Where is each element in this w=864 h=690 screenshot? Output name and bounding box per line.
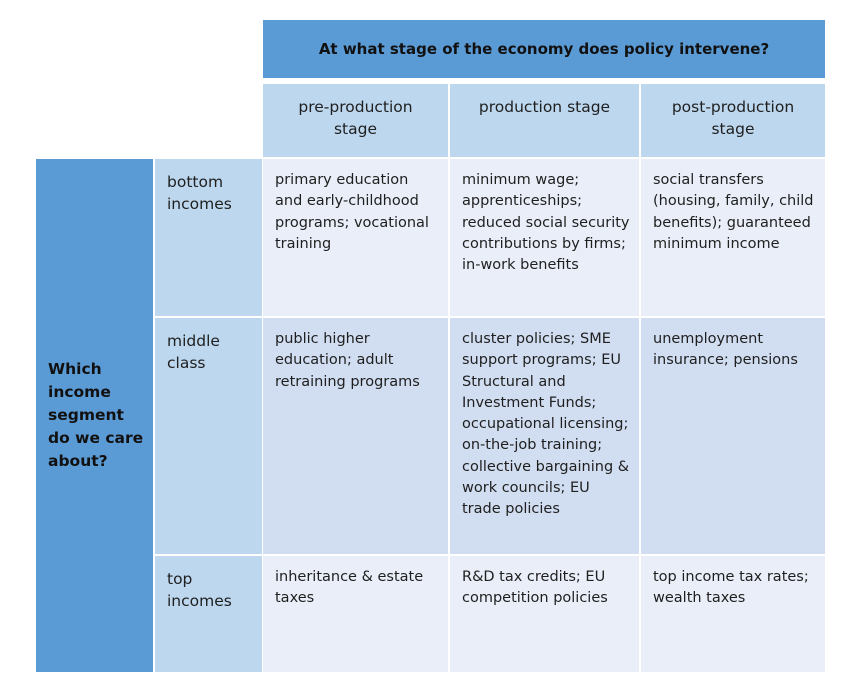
cell-text: inheritance & estate taxes bbox=[275, 569, 424, 607]
row-header-bottom-incomes: bottom incomes bbox=[155, 159, 262, 316]
row-header-middle-class: middle class bbox=[155, 318, 262, 554]
row-header-label: middle class bbox=[167, 332, 220, 372]
row-header-label: bottom incomes bbox=[167, 173, 232, 213]
cell-text: public higher education; adult retrainin… bbox=[275, 331, 420, 390]
cell-middle-post-production: unemployment insurance; pensions bbox=[641, 318, 825, 554]
income-segment-label: Which income segment do we care about? bbox=[48, 360, 144, 470]
cell-top-post-production: top income tax rates; wealth taxes bbox=[641, 556, 825, 672]
stage-header-title: At what stage of the economy does policy… bbox=[318, 40, 770, 58]
cell-text: social transfers (housing, family, child… bbox=[653, 172, 814, 252]
column-header-production: production stage bbox=[450, 84, 639, 157]
column-header-label: production stage bbox=[478, 98, 611, 116]
cell-text: cluster policies; SME support programs; … bbox=[462, 331, 630, 518]
column-header-label: pre-production stage bbox=[298, 98, 413, 138]
column-header-post-production: post-production stage bbox=[641, 84, 825, 157]
cell-middle-pre-production: public higher education; adult retrainin… bbox=[263, 318, 448, 554]
cell-bottom-production: minimum wage; apprenticeships; reduced s… bbox=[450, 159, 639, 316]
cell-text: minimum wage; apprenticeships; reduced s… bbox=[462, 172, 630, 274]
cell-middle-production: cluster policies; SME support programs; … bbox=[450, 318, 639, 554]
cell-top-pre-production: inheritance & estate taxes bbox=[263, 556, 448, 672]
cell-text: unemployment insurance; pensions bbox=[653, 331, 798, 369]
cell-bottom-pre-production: primary education and early-childhood pr… bbox=[263, 159, 448, 316]
stage-header: At what stage of the economy does policy… bbox=[263, 20, 825, 78]
cell-text: R&D tax credits; EU competition policies bbox=[462, 569, 608, 607]
cell-text: top income tax rates; wealth taxes bbox=[653, 569, 809, 607]
cell-bottom-post-production: social transfers (housing, family, child… bbox=[641, 159, 825, 316]
row-header-label: top incomes bbox=[167, 570, 232, 610]
income-segment-header: Which income segment do we care about? bbox=[36, 159, 153, 672]
row-header-top-incomes: top incomes bbox=[155, 556, 262, 672]
cell-top-production: R&D tax credits; EU competition policies bbox=[450, 556, 639, 672]
column-header-label: post-production stage bbox=[671, 98, 795, 138]
cell-text: primary education and early-childhood pr… bbox=[275, 172, 429, 252]
column-header-pre-production: pre-production stage bbox=[263, 84, 448, 157]
